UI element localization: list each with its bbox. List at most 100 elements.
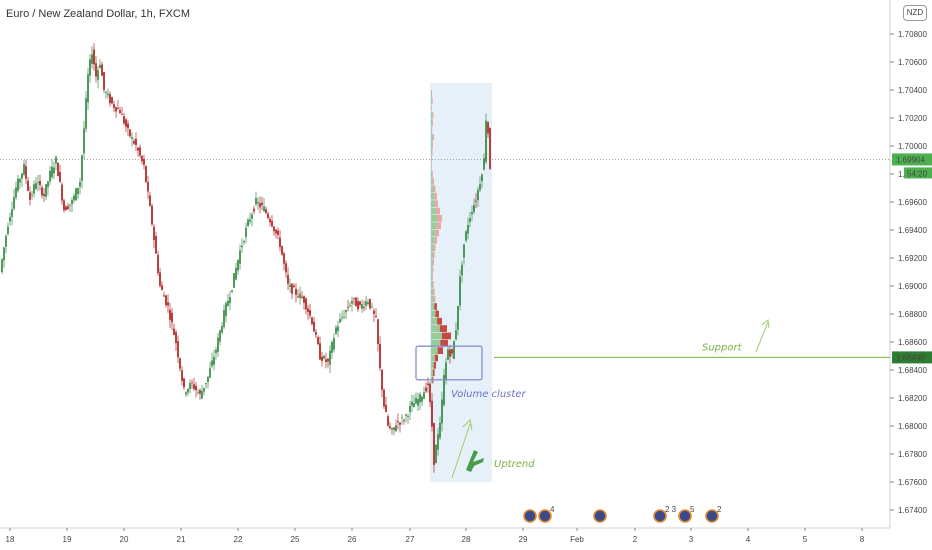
currency-badge[interactable]: NZD bbox=[903, 5, 927, 21]
candle-body bbox=[357, 301, 359, 310]
y-tick-label: 1.68400 bbox=[898, 366, 927, 375]
candle-body bbox=[283, 253, 285, 264]
candle-body bbox=[269, 218, 271, 223]
candle-body bbox=[421, 396, 423, 402]
candle-body bbox=[97, 70, 99, 80]
x-tick-label: 20 bbox=[120, 535, 129, 544]
candle-body bbox=[161, 285, 163, 290]
volume-profile-up bbox=[431, 112, 433, 119]
event-marker-icon[interactable] bbox=[678, 509, 692, 523]
volume-profile-down bbox=[433, 361, 436, 369]
candle-body bbox=[71, 199, 73, 205]
volume-profile-down bbox=[436, 222, 441, 230]
x-tick-label: 28 bbox=[462, 535, 471, 544]
volume-profile-up bbox=[431, 295, 434, 303]
event-marker-icon[interactable] bbox=[593, 509, 607, 523]
candle-body bbox=[389, 426, 391, 429]
candle-body bbox=[349, 305, 351, 307]
x-tick-label: 22 bbox=[234, 535, 243, 544]
candle-body bbox=[123, 115, 125, 124]
candle-body bbox=[229, 297, 231, 304]
candle-body bbox=[7, 226, 9, 234]
volume-profile-down bbox=[435, 310, 439, 318]
y-tick-label: 1.67400 bbox=[898, 506, 927, 515]
candle-body bbox=[195, 385, 197, 391]
y-tick-label: 1.70800 bbox=[898, 30, 927, 39]
volume-profile-up bbox=[431, 281, 433, 288]
candle-body bbox=[91, 54, 93, 64]
volume-profile-down bbox=[432, 251, 435, 259]
candle-body bbox=[291, 283, 293, 294]
candle-body bbox=[329, 350, 331, 365]
candle-body bbox=[373, 310, 375, 314]
candle-body bbox=[69, 204, 71, 206]
candle-body bbox=[367, 302, 369, 304]
candle-body bbox=[239, 250, 241, 264]
candle-body bbox=[273, 226, 275, 232]
candle-body bbox=[141, 156, 143, 162]
candle-body bbox=[193, 384, 195, 389]
candle-body bbox=[461, 264, 463, 276]
volume-profile-up bbox=[431, 185, 434, 193]
candle-body bbox=[259, 203, 261, 208]
event-marker-icon[interactable] bbox=[523, 509, 537, 523]
candle-body bbox=[75, 188, 77, 201]
volume-profile-down bbox=[432, 369, 435, 377]
candle-body bbox=[447, 349, 449, 360]
candle-body bbox=[205, 383, 207, 385]
candle-body bbox=[243, 241, 245, 243]
event-marker-icon[interactable] bbox=[538, 509, 552, 523]
candle-body bbox=[247, 219, 249, 227]
volume-profile-down bbox=[431, 126, 433, 134]
candle-body bbox=[263, 206, 265, 212]
candle-body bbox=[61, 184, 63, 201]
x-tick-label: 3 bbox=[689, 535, 694, 544]
candle-body bbox=[227, 300, 229, 306]
candle-body bbox=[439, 422, 441, 438]
x-tick-label: Feb bbox=[570, 535, 584, 544]
candle-body bbox=[479, 184, 481, 191]
candle-body bbox=[487, 122, 489, 134]
candle-body bbox=[405, 414, 407, 416]
volume-profile-up bbox=[431, 134, 433, 141]
volume-profile-down bbox=[442, 332, 451, 340]
volume-profile-up bbox=[431, 266, 433, 274]
jet-icon bbox=[466, 450, 484, 472]
candle-body bbox=[173, 328, 175, 335]
candle-body bbox=[361, 304, 363, 309]
candle-body bbox=[127, 123, 129, 129]
candle-body bbox=[267, 213, 269, 219]
candle-body bbox=[385, 404, 387, 413]
candle-body bbox=[431, 400, 433, 427]
candle-body bbox=[275, 229, 277, 234]
candle-body bbox=[375, 315, 377, 317]
candle-body bbox=[197, 392, 199, 394]
candle-body bbox=[73, 195, 75, 201]
candle-body bbox=[77, 187, 79, 195]
candle-body bbox=[43, 193, 45, 196]
volume-profile-down bbox=[432, 178, 434, 185]
volume-profile-up bbox=[431, 339, 441, 347]
volume-profile-down bbox=[435, 229, 439, 237]
candle-body bbox=[443, 374, 445, 405]
candle-body bbox=[287, 274, 289, 284]
x-tick-label: 4 bbox=[746, 535, 751, 544]
candle-body bbox=[121, 114, 123, 115]
volume-profile-down bbox=[439, 325, 447, 332]
volume-profile-down bbox=[432, 119, 433, 127]
volume-cluster-box bbox=[415, 345, 483, 381]
candle-body bbox=[115, 107, 117, 112]
volume-profile-up bbox=[431, 354, 435, 362]
candle-body bbox=[63, 200, 65, 211]
candle-body bbox=[81, 155, 83, 181]
candle-body bbox=[379, 343, 381, 369]
candle-body bbox=[319, 343, 321, 360]
candle-body bbox=[189, 383, 191, 390]
candle-body bbox=[185, 392, 187, 395]
event-marker-icon[interactable] bbox=[653, 509, 667, 523]
event-marker-icon[interactable] bbox=[705, 509, 719, 523]
volume-profile-down bbox=[433, 185, 436, 193]
candle-body bbox=[463, 244, 465, 258]
volume-profile-up bbox=[431, 361, 434, 369]
